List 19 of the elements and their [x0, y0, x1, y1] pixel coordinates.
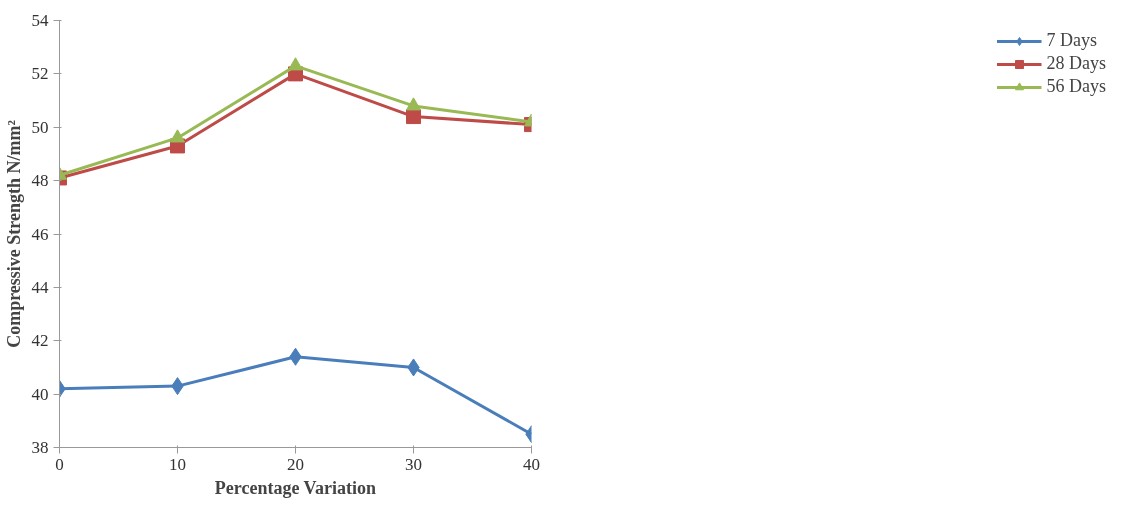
legend-label: 56 Days	[1046, 76, 1106, 97]
x-axis-title: Percentage Variation	[214, 477, 376, 498]
y-axis-title: Compressive Strength N/mm²	[3, 120, 24, 348]
y-tick-label: 44	[31, 277, 49, 297]
y-tick-label: 40	[31, 384, 49, 404]
x-tick-label: 20	[287, 454, 304, 474]
x-tick-label: 0	[55, 454, 64, 474]
x-tick-label: 30	[405, 454, 422, 474]
legend-label: 28 Days	[1046, 53, 1106, 74]
y-tick-label: 50	[31, 117, 49, 137]
y-tick-label: 52	[31, 64, 49, 84]
y-tick-label: 54	[31, 11, 49, 30]
y-tick-label: 46	[31, 224, 49, 244]
x-tick-label: 40	[523, 454, 540, 474]
x-tick-label: 10	[169, 454, 186, 474]
y-tick-label: 38	[31, 438, 49, 457]
y-tick-label: 42	[31, 331, 49, 351]
y-tick-label: 48	[31, 171, 49, 191]
legend-label: 7 Days	[1046, 30, 1097, 51]
